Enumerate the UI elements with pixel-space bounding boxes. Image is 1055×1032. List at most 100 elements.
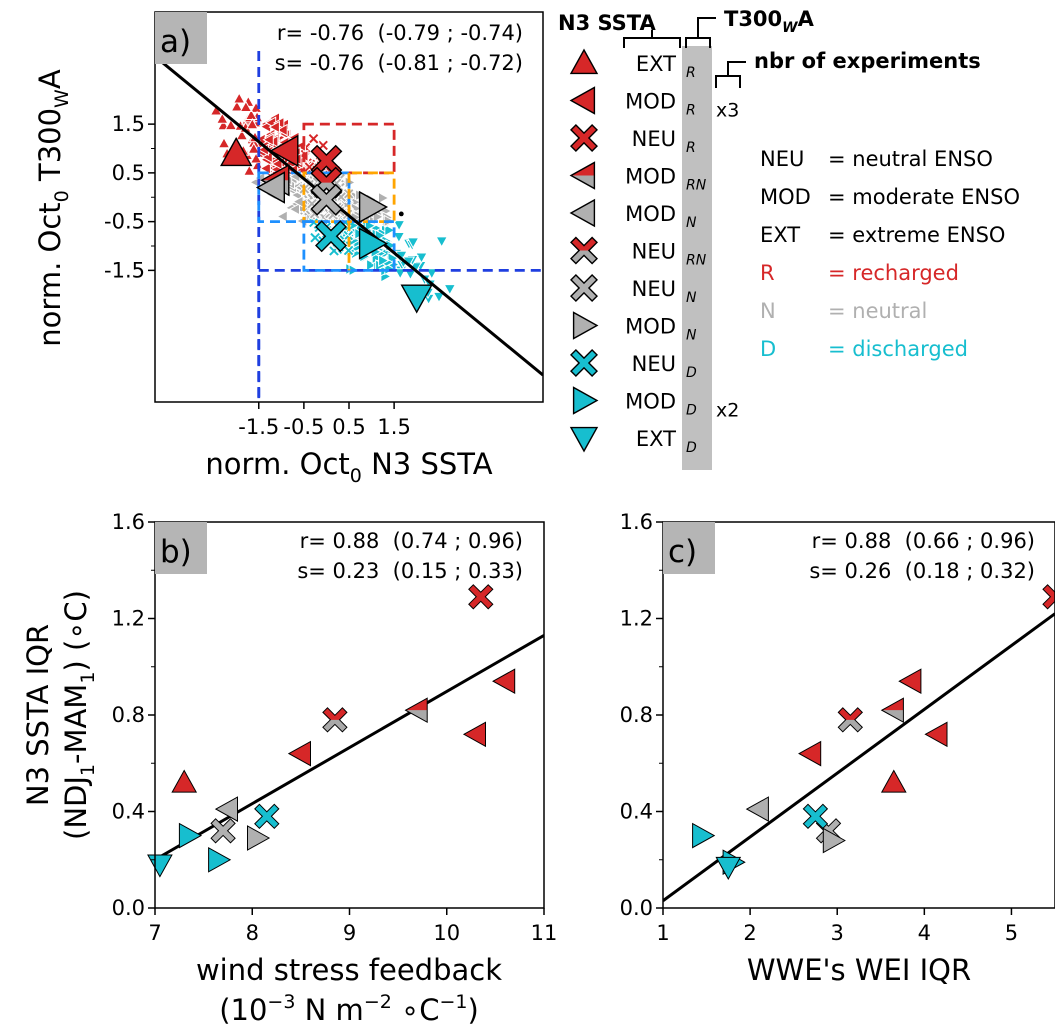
data-point-5: [404, 697, 428, 724]
sample-marker: [392, 220, 406, 232]
panel-c: 1 2 3 4 5 0.0 0.4 0.8 1.2 1.6 c) r= 0.88 (0.66 ; …: [620, 510, 1055, 987]
sample-marker: [271, 157, 283, 171]
panel-c-stats-s: s= 0.26 (0.18 ; 0.32): [809, 559, 1035, 583]
legend-t300-label: R: [686, 65, 696, 81]
panel-a-ensemble-markers: [220, 134, 433, 314]
sample-marker: [378, 191, 390, 205]
legend-ssta-label: NEU: [632, 352, 676, 376]
sample-marker: [425, 268, 439, 280]
legend-nbr-bracket: [715, 61, 746, 88]
legend-def-abbr: R: [760, 261, 775, 285]
sample-marker: [215, 112, 229, 124]
data-point-0: [171, 769, 198, 793]
sample-marker: [235, 128, 249, 141]
legend-t300-bracket: [685, 17, 716, 48]
panel-c-stats-r: r= 0.88 (0.66 ; 0.96): [812, 529, 1035, 553]
ensemble-marker-7: [358, 190, 389, 224]
data-point-12: [208, 846, 232, 873]
legend-ssta-label: MOD: [625, 90, 676, 114]
legend-ssta-label: MOD: [625, 202, 676, 226]
y-tick-label: 1.2: [112, 607, 145, 631]
sample-marker: [384, 223, 396, 237]
ensemble-marker-6: [310, 183, 343, 216]
panel-a-ticks: -1.5 -0.5 0.5 1.51.50.5-0.5-1.5: [104, 112, 411, 439]
sample-marker: [217, 136, 231, 149]
x-tick-label: 9: [343, 921, 356, 945]
y-tick-label: 1.2: [620, 607, 653, 631]
legend-t300-label: D: [686, 365, 697, 381]
sample-marker: [415, 252, 428, 264]
data-point-8: [210, 818, 236, 844]
data-point-0: [880, 769, 907, 793]
ensemble-marker-4: [255, 171, 285, 204]
y-tick-label: 1.6: [112, 510, 145, 534]
legend-t300-title: T300WA: [724, 7, 815, 36]
legend-marker-10: [569, 426, 599, 453]
legend-t300-label: N: [686, 328, 697, 344]
x-tick-label: 3: [831, 921, 844, 945]
legend-count-label: x3: [716, 100, 739, 122]
data-point-9: [247, 825, 271, 851]
ensemble-marker-9: [358, 227, 389, 260]
legend-def-abbr: N: [760, 299, 776, 323]
legend-marker-5: [570, 236, 598, 265]
x-tick-label: 8: [246, 921, 259, 945]
data-point-2: [462, 721, 486, 748]
x-tick-label: -1.5: [238, 415, 279, 439]
sample-marker: [245, 117, 259, 130]
panel-a-fit-line: [155, 55, 543, 377]
legend-t300-label: R: [686, 103, 696, 119]
y-tick-label: 0.4: [112, 800, 145, 824]
y-tick-label: -1.5: [104, 258, 145, 282]
data-point-3: [492, 668, 516, 695]
legend-ssta-title: N3 SSTA: [558, 11, 656, 35]
x-tick-label: 4: [918, 921, 931, 945]
legend-ssta-label: MOD: [625, 165, 676, 189]
legend-nbr-title: nbr of experiments: [754, 49, 981, 73]
data-point-7: [214, 796, 238, 822]
sample-marker: [406, 237, 420, 249]
legend-t300-label: D: [686, 440, 697, 456]
legend: N3 SSTA T300WA nbr of experiments EXT R MO…: [558, 7, 1020, 470]
legend-marker-8: [570, 349, 598, 377]
legend-ssta-label: NEU: [632, 277, 676, 301]
legend-t300-label: RN: [686, 253, 707, 269]
x-tick-label: 0.5: [332, 415, 365, 439]
sample-marker: [224, 118, 238, 131]
legend-marker-7: [572, 311, 599, 340]
legend-t300-label: RN: [686, 178, 707, 194]
ensemble-marker-2: [310, 144, 343, 177]
sample-marker: [372, 210, 385, 224]
panel-c-label-box: [663, 522, 715, 574]
x-tick-label: -0.5: [283, 415, 324, 439]
legend-def-abbr: EXT: [760, 223, 800, 247]
legend-marker-1: [569, 86, 596, 115]
panel-a-label: a): [160, 24, 191, 60]
panel-a-y-axis-label: norm. Oct0 T300WA: [33, 69, 73, 347]
sample-marker: [230, 100, 244, 112]
x-tick-label: 7: [148, 921, 161, 945]
sample-marker: [268, 120, 280, 134]
y-tick-label: 1.5: [112, 112, 145, 136]
panel-b-label: b): [160, 534, 192, 570]
legend-marker-4: [569, 198, 596, 228]
data-point-6: [837, 707, 864, 733]
sample-marker: [378, 254, 390, 267]
panel-a-stats-s: s= -0.76 (-0.81 ; -0.72): [275, 51, 523, 75]
legend-def-abbr: MOD: [760, 185, 811, 209]
panel-a-stats-r: r= -0.76 (-0.79 ; -0.74): [277, 21, 523, 45]
legend-t300-label: N: [686, 215, 697, 231]
legend-ssta-bracket: [623, 30, 681, 48]
legend-ssta-label: EXT: [636, 52, 676, 76]
sample-marker: [435, 236, 449, 248]
data-point-13: [147, 854, 173, 878]
panel-b-x-axis-label-line1: wind stress feedback: [196, 953, 502, 987]
x-tick-label: 2: [743, 921, 756, 945]
sample-marker: [288, 202, 300, 216]
sample-marker: [262, 133, 274, 147]
sample-marker: [443, 284, 457, 296]
legend-ssta-label: EXT: [636, 427, 676, 451]
sample-marker: [366, 258, 378, 272]
x-tick-label: 11: [531, 921, 558, 945]
